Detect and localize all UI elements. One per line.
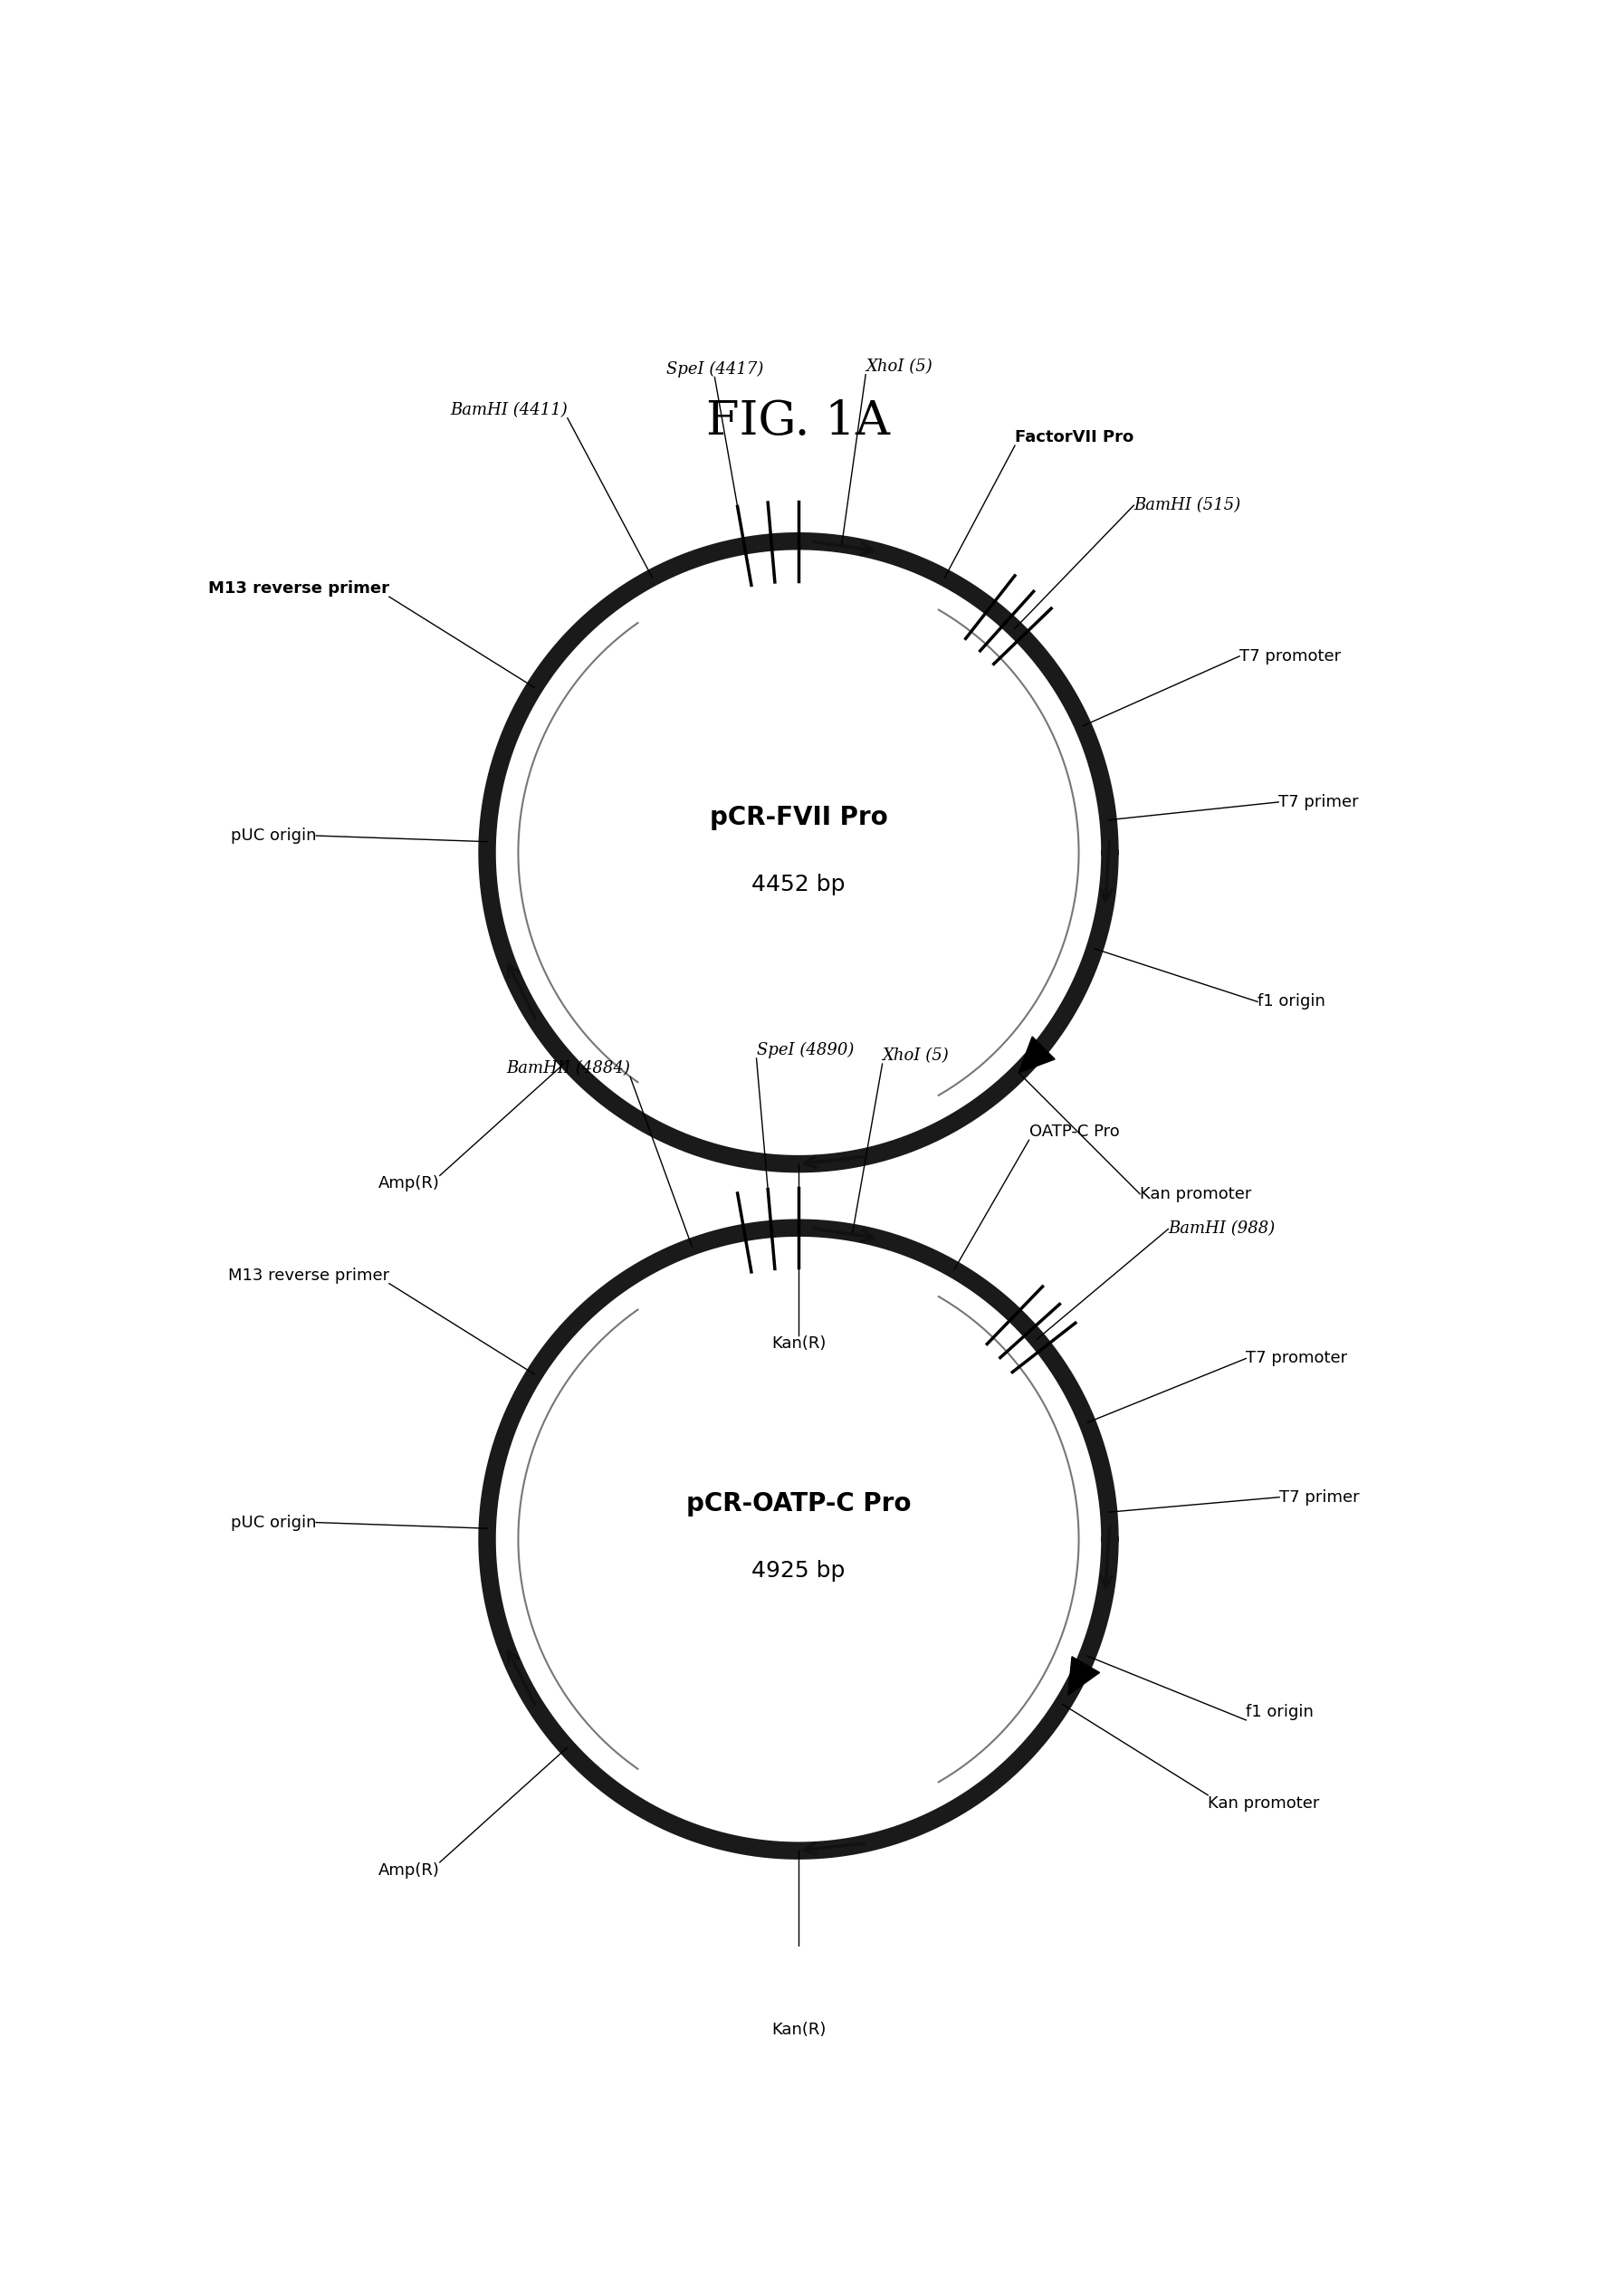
Text: Kan promoter: Kan promoter [1207,1795,1319,1812]
Text: pCR-FVII Pro: pCR-FVII Pro [709,804,888,831]
Text: Kan promoter: Kan promoter [1140,1185,1252,1203]
Text: Kan(R): Kan(R) [771,1336,826,1352]
Text: OATP-C Pro: OATP-C Pro [1028,1123,1119,1141]
Text: SpeI (4890): SpeI (4890) [757,1042,854,1058]
Text: BamHI (4411): BamHI (4411) [450,402,567,418]
Polygon shape [1019,1035,1056,1072]
Text: XhoI (5): XhoI (5) [866,358,933,374]
Text: pCR-OATP-C Pro: pCR-OATP-C Pro [687,1492,910,1518]
Text: T7 primer: T7 primer [1279,794,1359,810]
Text: 4925 bp: 4925 bp [752,1561,845,1582]
Text: Kan(R): Kan(R) [771,2023,826,2039]
Text: pUC origin: pUC origin [230,1515,316,1531]
Text: FIG. 1A: FIG. 1A [706,397,891,445]
Text: f1 origin: f1 origin [1257,994,1326,1010]
Text: M13 reverse primer: M13 reverse primer [228,1267,390,1283]
Text: T7 promoter: T7 promoter [1239,647,1341,664]
Text: f1 origin: f1 origin [1246,1704,1314,1720]
Text: Amp(R): Amp(R) [378,1862,439,1878]
Text: M13 reverse primer: M13 reverse primer [208,581,390,597]
Polygon shape [1068,1658,1100,1694]
Text: T7 promoter: T7 promoter [1246,1350,1348,1366]
Text: T7 primer: T7 primer [1279,1490,1359,1506]
Text: FactorVII Pro: FactorVII Pro [1014,429,1134,445]
Text: 4452 bp: 4452 bp [752,872,845,895]
Text: BamHI (515): BamHI (515) [1134,498,1241,514]
Text: XhoI (5): XhoI (5) [882,1047,949,1063]
Text: BamHII (4884): BamHII (4884) [506,1061,631,1077]
Text: pUC origin: pUC origin [230,827,316,845]
Text: SpeI (4417): SpeI (4417) [666,360,763,377]
Text: Amp(R): Amp(R) [378,1176,439,1192]
Text: BamHI (988): BamHI (988) [1169,1221,1276,1238]
